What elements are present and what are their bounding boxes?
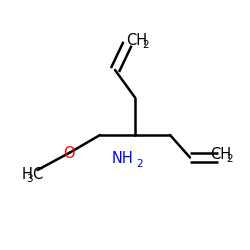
Text: CH: CH bbox=[126, 33, 148, 48]
Text: O: O bbox=[63, 146, 74, 161]
Text: 3: 3 bbox=[26, 174, 33, 184]
Text: 2: 2 bbox=[136, 159, 143, 169]
Text: 2: 2 bbox=[142, 40, 149, 50]
Text: 2: 2 bbox=[226, 154, 233, 164]
Text: CH: CH bbox=[210, 147, 231, 162]
Text: H: H bbox=[21, 167, 32, 182]
Text: NH: NH bbox=[112, 151, 134, 166]
Text: C: C bbox=[32, 167, 43, 182]
